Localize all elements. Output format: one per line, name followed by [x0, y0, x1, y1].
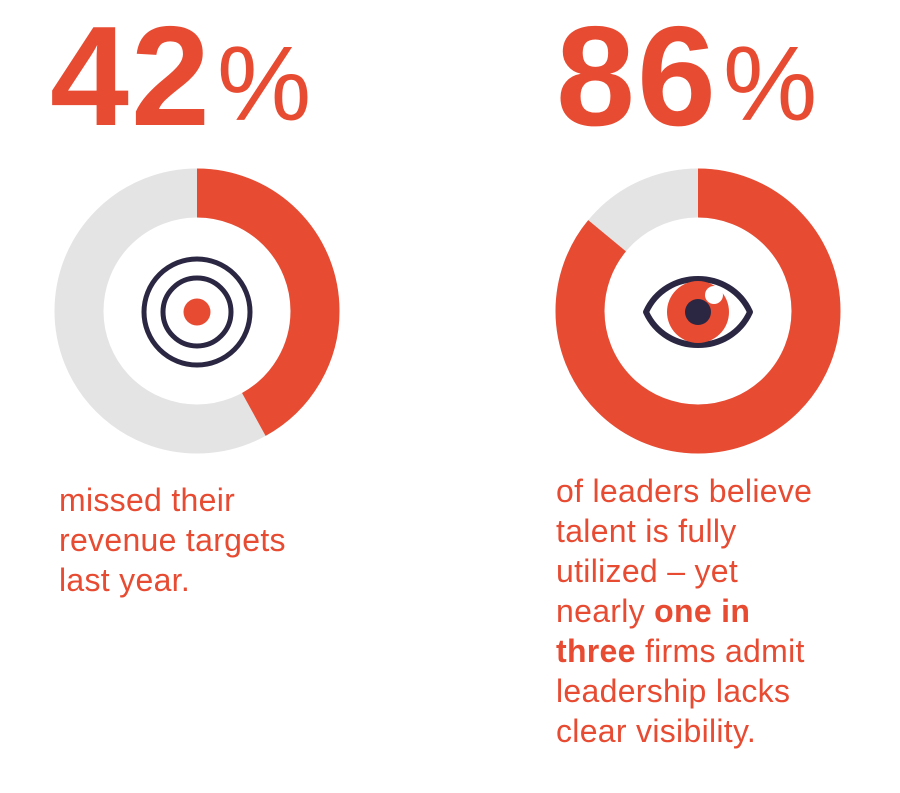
donut-chart-missed-targets	[54, 168, 340, 454]
target-bullseye	[183, 298, 211, 326]
caption-text-segment: firms admit	[635, 633, 805, 669]
stat-value-42: 42%	[50, 6, 311, 148]
donut-arc	[555, 168, 841, 454]
caption-text-segment: nearly	[556, 593, 655, 629]
percent-sign: %	[722, 25, 818, 143]
eye-icon	[643, 276, 753, 348]
target-outer-ring	[141, 256, 253, 368]
caption-text-segment: three	[556, 633, 636, 669]
target-icon	[141, 256, 253, 368]
caption-text-segment: revenue targets	[59, 522, 286, 558]
caption-text-segment: talent is fully	[556, 513, 737, 549]
stat-number: 42	[50, 0, 212, 156]
caption-text-segment: of leaders believe	[556, 473, 813, 509]
target-inner-ring	[160, 275, 234, 349]
caption-missed-targets: missed their revenue targets last year.	[59, 480, 389, 600]
caption-text-segment: one in	[654, 593, 751, 629]
caption-text-segment: missed their	[59, 482, 236, 518]
caption-text-segment: utilized – yet	[556, 553, 739, 589]
percent-sign: %	[216, 25, 312, 143]
eye-highlight	[705, 286, 723, 304]
stat-value-86: 86%	[556, 6, 817, 148]
caption-text-segment: leadership lacks	[556, 673, 791, 709]
caption-text-segment: clear visibility.	[556, 713, 757, 749]
eye-pupil	[685, 299, 711, 325]
stat-number: 86	[556, 0, 718, 156]
caption-talent-visibility: of leaders believe talent is fully utilize…	[556, 471, 900, 751]
donut-chart-talent-visibility	[555, 168, 841, 454]
caption-text-segment: last year.	[59, 562, 191, 598]
donut-arc	[54, 168, 340, 454]
